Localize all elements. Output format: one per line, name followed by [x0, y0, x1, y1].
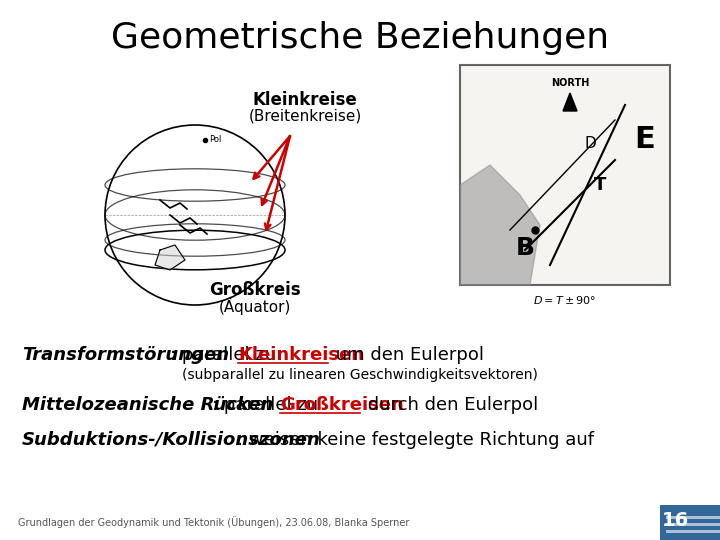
Text: Subduktions-/Kollisionszonen: Subduktions-/Kollisionszonen	[22, 431, 321, 449]
Bar	[666, 516, 720, 519]
Text: Pol: Pol	[209, 136, 221, 145]
Polygon shape	[155, 245, 185, 270]
Bar	[460, 65, 670, 285]
Text: Großkreisen: Großkreisen	[280, 396, 404, 414]
Text: Großkreis: Großkreis	[210, 281, 301, 299]
Text: (Breitenkreise): (Breitenkreise)	[248, 109, 361, 124]
Text: 16: 16	[662, 510, 688, 530]
Text: T: T	[594, 176, 606, 194]
Text: NORTH: NORTH	[551, 78, 589, 88]
Text: E: E	[634, 125, 655, 154]
Text: : parallel zu: : parallel zu	[170, 346, 282, 364]
Text: Grundlagen der Geodynamik und Tektonik (Übungen), 23.06.08, Blanka Sperner: Grundlagen der Geodynamik und Tektonik (…	[18, 516, 410, 528]
Text: um den Eulerpol: um den Eulerpol	[330, 346, 484, 364]
Text: $D = T \pm 90°$: $D = T \pm 90°$	[534, 294, 597, 306]
Text: Mittelozeanische Rücken: Mittelozeanische Rücken	[22, 396, 274, 414]
Text: B: B	[516, 236, 534, 260]
Bar	[666, 523, 720, 526]
Text: : weisen keine festgelegte Richtung auf: : weisen keine festgelegte Richtung auf	[237, 431, 594, 449]
Text: Kleinkreisen: Kleinkreisen	[238, 346, 364, 364]
Text: : parallel zu: : parallel zu	[212, 396, 324, 414]
Bar	[666, 530, 720, 533]
Text: Transformstörungen: Transformstörungen	[22, 346, 229, 364]
Text: (Äquator): (Äquator)	[219, 298, 291, 314]
Text: durch den Eulerpol: durch den Eulerpol	[362, 396, 539, 414]
Text: (subparallel zu linearen Geschwindigkeitsvektoren): (subparallel zu linearen Geschwindigkeit…	[182, 368, 538, 382]
Text: Geometrische Beziehungen: Geometrische Beziehungen	[111, 21, 609, 55]
Text: D: D	[584, 136, 596, 151]
Polygon shape	[563, 93, 577, 111]
Text: Kleinkreise: Kleinkreise	[253, 91, 357, 109]
Polygon shape	[460, 165, 540, 285]
Bar	[660, 505, 720, 540]
